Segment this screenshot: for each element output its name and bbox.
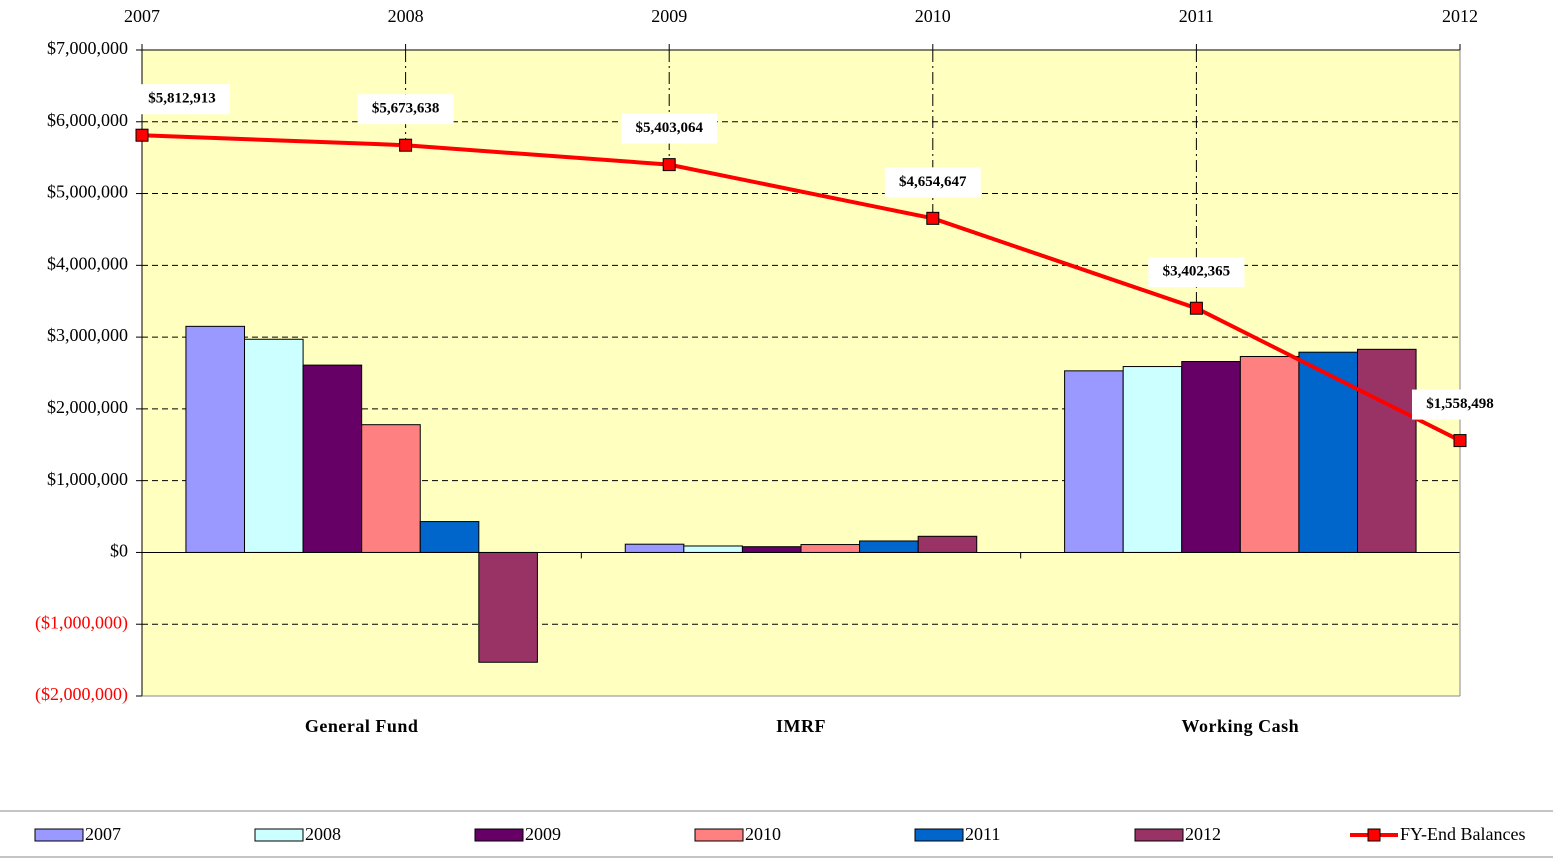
y-tick-label: ($2,000,000): [35, 684, 128, 705]
legend-swatch: [914, 828, 964, 842]
data-label: $5,673,638: [372, 101, 440, 117]
y-tick-label: $4,000,000: [47, 253, 128, 273]
y-tick-label: $7,000,000: [47, 38, 128, 58]
data-label-box: [1412, 389, 1508, 420]
legend-label: 2008: [305, 824, 341, 844]
x-tick-label: Working Cash: [1182, 716, 1300, 736]
y-tick-label: $3,000,000: [47, 325, 128, 345]
data-label-box: [357, 94, 454, 125]
x2-tick-label: 2012: [1442, 6, 1478, 26]
legend-label: 2011: [965, 824, 1000, 844]
bar: [1064, 370, 1124, 553]
legend-swatch: [474, 828, 524, 842]
legend-swatch: [34, 828, 84, 842]
x2-tick-label: 2008: [388, 6, 424, 26]
line-marker: [1189, 301, 1203, 315]
bar: [302, 364, 363, 553]
legend-swatch: [694, 828, 744, 842]
data-label: $3,402,365: [1163, 264, 1231, 280]
data-label: $1,558,498: [1426, 396, 1494, 412]
legend-marker: [1367, 828, 1381, 842]
bar: [478, 551, 538, 663]
bar: [800, 544, 861, 553]
x2-tick-label: 2009: [651, 6, 687, 26]
line-marker: [135, 128, 149, 142]
x2-tick-label: 2011: [1179, 6, 1214, 26]
legend-swatch: [254, 828, 304, 842]
x2-tick-label: 2010: [915, 6, 951, 26]
data-label-box: [621, 113, 718, 144]
bar: [741, 546, 802, 553]
bar: [419, 521, 480, 553]
bar: [1122, 366, 1183, 553]
bar: [185, 325, 246, 553]
line-marker: [399, 138, 413, 152]
legend-label: 2007: [85, 824, 121, 844]
y-tick-label: $5,000,000: [47, 182, 128, 202]
y-tick-label: ($1,000,000): [35, 612, 128, 633]
bar: [683, 545, 743, 553]
bar: [624, 543, 685, 553]
x2-tick-label: 2007: [124, 6, 160, 26]
y-tick-label: $1,000,000: [47, 469, 128, 489]
bar: [1239, 355, 1300, 553]
line-marker: [926, 211, 940, 225]
bar: [1298, 351, 1358, 553]
data-label: $5,403,064: [635, 120, 703, 136]
bar: [917, 535, 978, 553]
line-marker: [1453, 434, 1467, 448]
data-label: $5,812,913: [148, 91, 216, 107]
legend-label: 2012: [1185, 824, 1221, 844]
bar: [244, 338, 304, 553]
line-marker: [662, 158, 676, 172]
legend-label: 2009: [525, 824, 561, 844]
x-tick-label: IMRF: [776, 716, 826, 736]
data-label-box: [884, 167, 981, 198]
data-label-box: [134, 84, 230, 115]
y-tick-label: $0: [110, 541, 128, 561]
bar: [361, 424, 421, 553]
data-label-box: [1148, 257, 1245, 288]
x-tick-label: General Fund: [305, 716, 419, 736]
bar: [859, 540, 919, 553]
y-tick-label: $2,000,000: [47, 397, 128, 417]
bar: [1181, 361, 1241, 553]
data-label: $4,654,647: [899, 174, 967, 190]
y-tick-label: $6,000,000: [47, 110, 128, 130]
bar: [1356, 348, 1417, 553]
legend-label: 2010: [745, 824, 781, 844]
legend-label: FY-End Balances: [1400, 824, 1525, 844]
balance-line: [141, 133, 1461, 443]
legend-swatch: [1134, 828, 1184, 842]
